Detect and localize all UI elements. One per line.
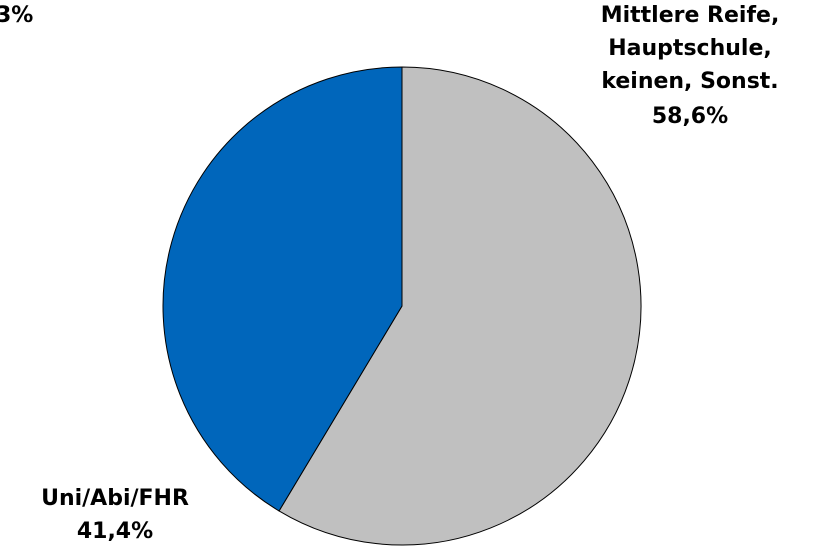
slice-value-label: 58,6% — [652, 104, 728, 129]
slice-label: Mittlere Reife, Hauptschule, keinen, Sonst… — [601, 3, 780, 94]
slice-value-label: 41,4% — [77, 519, 153, 544]
pie-slice — [162, 66, 403, 512]
clipped-label: 3% — [0, 3, 33, 28]
slice-label: Uni/Abi/FHR — [41, 486, 189, 511]
pie-slice — [278, 66, 642, 546]
